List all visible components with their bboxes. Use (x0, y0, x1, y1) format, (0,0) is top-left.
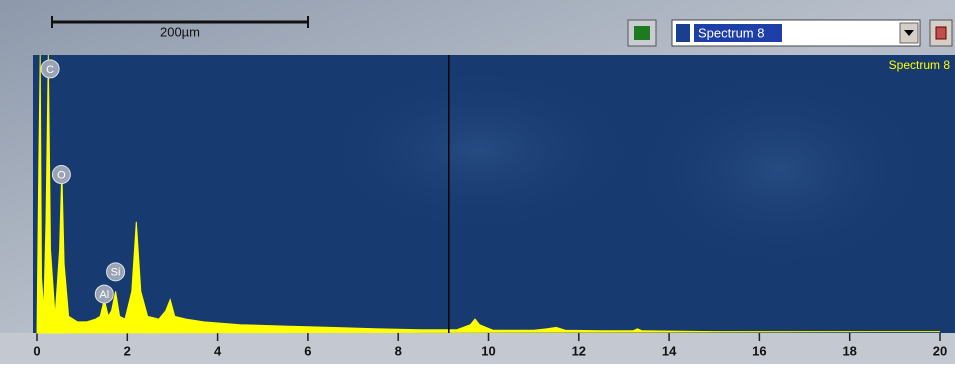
element-label: Al (99, 289, 109, 301)
x-tick-label: 18 (842, 343, 856, 358)
texture (620, 60, 940, 280)
icon (676, 24, 690, 42)
icon (936, 27, 946, 39)
x-tick-label: 6 (304, 343, 311, 358)
x-tick-label: 16 (752, 343, 766, 358)
x-tick-label: 8 (395, 343, 402, 358)
axis-strip (0, 333, 955, 364)
dropdown-value: Spectrum 8 (698, 25, 764, 40)
x-tick-label: 4 (214, 343, 222, 358)
x-tick-label: 12 (572, 343, 586, 358)
legend-label: Spectrum 8 (889, 58, 951, 72)
texture (310, 60, 650, 240)
x-tick-label: 14 (662, 343, 677, 358)
element-label: Si (111, 267, 121, 279)
x-tick-label: 20 (933, 343, 947, 358)
element-label: C (46, 64, 54, 76)
x-tick-label: 0 (33, 343, 40, 358)
icon (634, 26, 650, 40)
x-tick-label: 2 (124, 343, 131, 358)
scale-label: 200µm (160, 24, 200, 39)
element-label: O (57, 169, 66, 181)
spectrum-window: 200µm Spectrum 8 0 2 4 6 8 10 12 14 16 18 20 Spectr… (0, 0, 955, 364)
x-tick-label: 10 (481, 343, 495, 358)
